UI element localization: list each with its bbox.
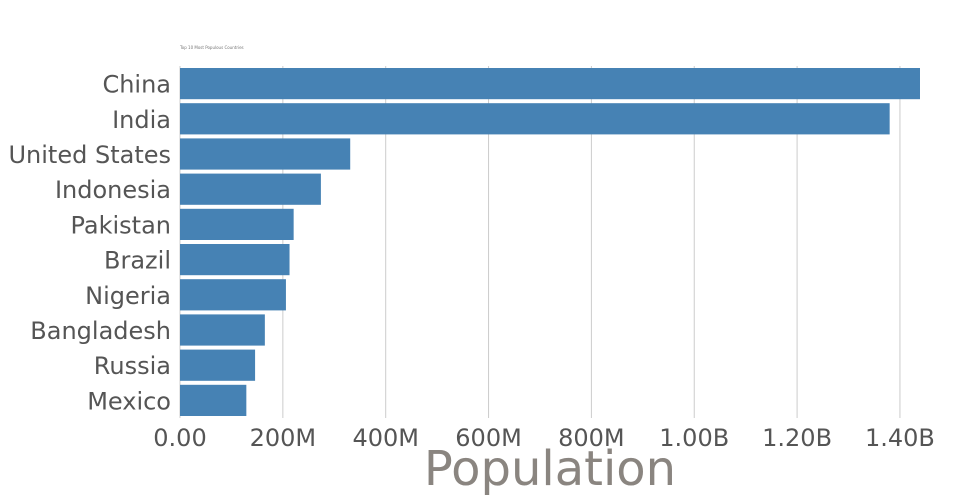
x-tick-label: 0.00 (153, 424, 206, 452)
category-label: Russia (94, 352, 171, 380)
category-label: Indonesia (55, 176, 171, 204)
bar-indonesia (180, 173, 321, 205)
x-tick-label: 800M (558, 424, 625, 452)
x-tick-label: 1.20B (762, 424, 832, 452)
x-tick-label: 1.00B (659, 424, 729, 452)
bar-pakistan (180, 208, 294, 240)
x-tick-label: 1.40B (865, 424, 935, 452)
chart-title: Top 10 Most Populous Countries (179, 45, 244, 50)
x-tick-label: 200M (250, 424, 317, 452)
bar-india (180, 103, 890, 135)
category-label: Pakistan (71, 211, 172, 239)
category-label: United States (8, 141, 171, 169)
bars (180, 68, 920, 416)
category-label: Bangladesh (30, 317, 171, 345)
bar-bangladesh (180, 314, 265, 346)
category-labels: China India United States Indonesia Pakistan… (8, 71, 171, 416)
bar-brazil (180, 244, 290, 276)
x-tick-label: 400M (352, 424, 419, 452)
bar-nigeria (180, 279, 286, 311)
x-tick-label: 600M (455, 424, 522, 452)
category-label: India (112, 106, 171, 134)
category-label: Nigeria (85, 282, 171, 310)
x-axis-tick-labels: 0.00 200M 400M 600M 800M 1.00B 1.20B 1.40B (153, 424, 935, 452)
category-label: Brazil (104, 247, 171, 275)
bar-mexico (180, 384, 247, 416)
bar-united-states (180, 138, 351, 170)
category-label: China (102, 71, 171, 99)
x-axis-title: Population (424, 441, 676, 497)
bar-china (180, 68, 920, 100)
category-label: Mexico (87, 387, 171, 415)
bar-russia (180, 349, 256, 381)
